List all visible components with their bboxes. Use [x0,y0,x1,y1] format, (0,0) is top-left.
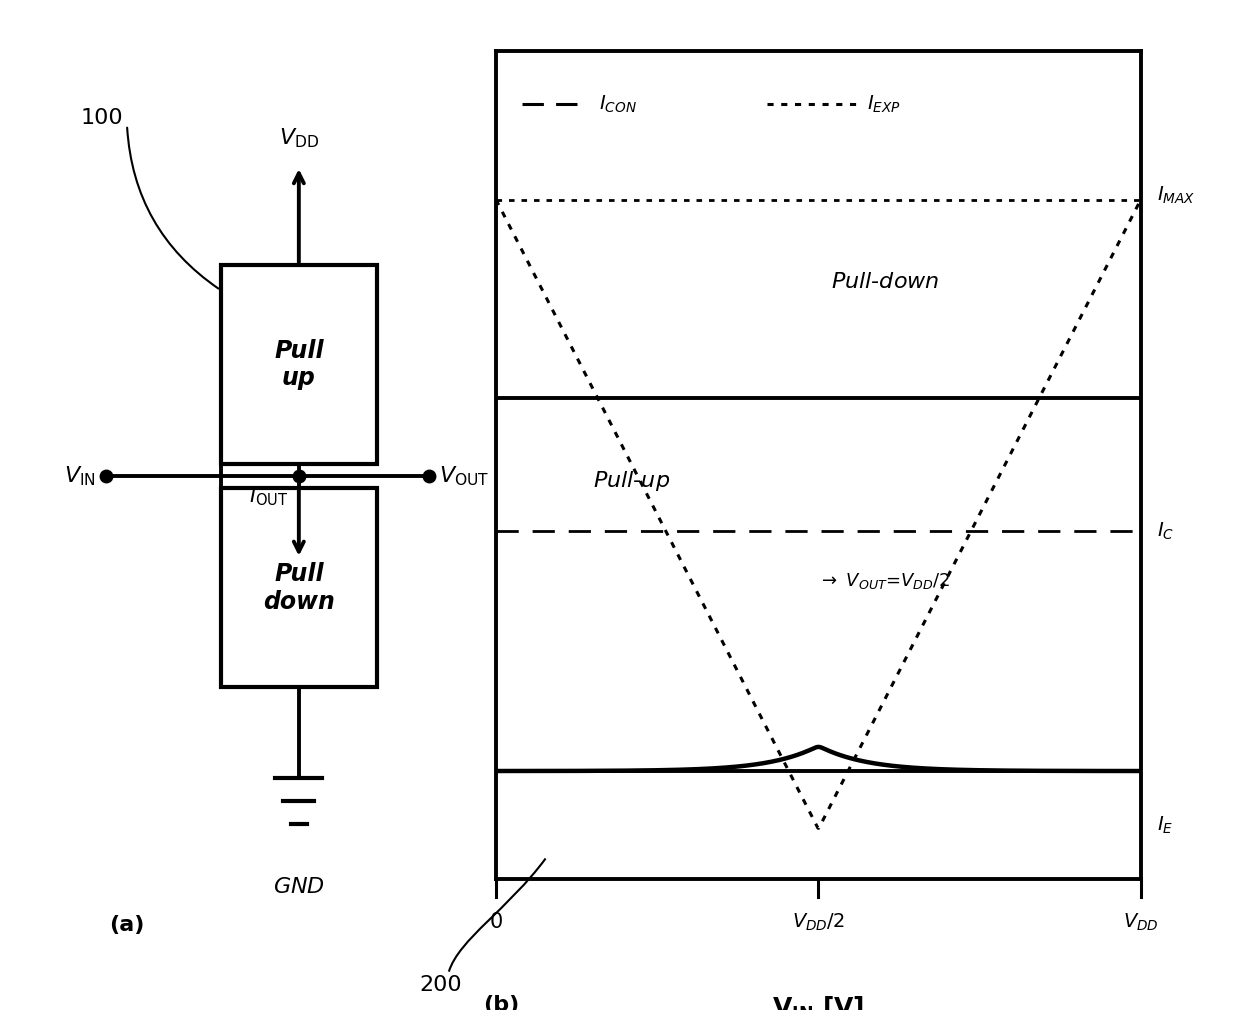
Text: $I_{MAX}$: $I_{MAX}$ [1157,185,1195,206]
Text: (a): (a) [109,915,145,934]
Text: $\bf{\mathit{GND}}$: $\bf{\mathit{GND}}$ [273,877,325,897]
Text: $V_{DD}$: $V_{DD}$ [1123,912,1158,933]
Bar [221,266,377,464]
Text: 100: 100 [81,108,123,128]
Text: $\rightarrow$ $V_{OUT}$=$V_{DD}$/2: $\rightarrow$ $V_{OUT}$=$V_{DD}$/2 [818,571,950,591]
Text: 200: 200 [419,975,461,995]
Bar [221,489,377,687]
Text: $\mathit{Pull\text{-}up}$: $\mathit{Pull\text{-}up}$ [593,470,670,493]
Text: $V_{\mathrm{OUT}}$: $V_{\mathrm{OUT}}$ [439,465,490,488]
Text: $I_C$: $I_C$ [1157,520,1174,541]
Text: $\mathit{Pull\text{-}down}$: $\mathit{Pull\text{-}down}$ [831,273,940,293]
Text: Pull
down: Pull down [263,562,335,613]
Text: 0: 0 [490,912,502,932]
Text: Pull
up: Pull up [274,338,324,391]
Text: $\mathbf{V}_{\mathbf{IN}}$ [V]: $\mathbf{V}_{\mathbf{IN}}$ [V] [773,995,864,1010]
Text: $I_{EXP}$: $I_{EXP}$ [867,94,900,115]
Text: $V_{DD}/2$: $V_{DD}/2$ [792,912,844,933]
Text: $I_{\mathrm{OUT}}$: $I_{\mathrm{OUT}}$ [249,485,289,508]
Text: $V_{\mathrm{DD}}$: $V_{\mathrm{DD}}$ [279,126,319,149]
Text: $I_{CON}$: $I_{CON}$ [599,94,637,115]
Text: $V_{\mathrm{IN}}$: $V_{\mathrm{IN}}$ [64,465,95,488]
Text: (b): (b) [484,995,520,1010]
Text: $I_E$: $I_E$ [1157,814,1173,835]
